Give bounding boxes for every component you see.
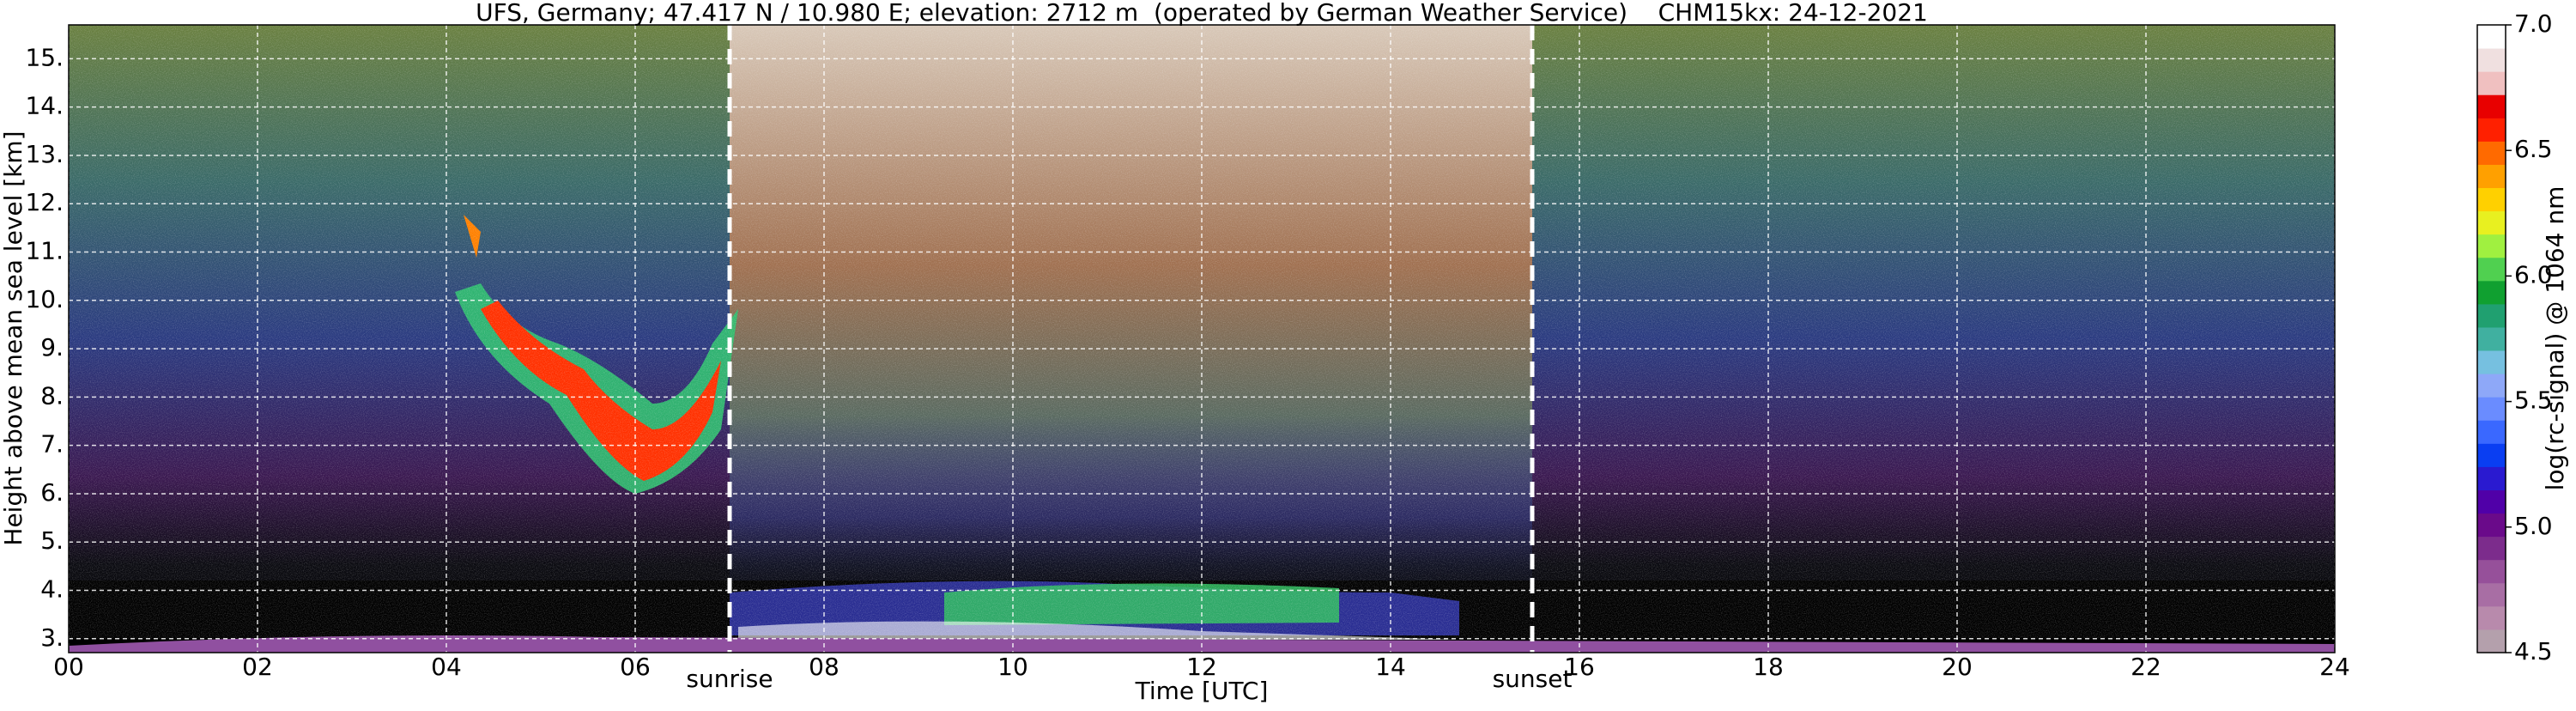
colorbar-segment — [2477, 420, 2506, 444]
colorbar-segment — [2477, 559, 2506, 584]
colorbar-segment — [2477, 629, 2506, 653]
x-tick-label: 22 — [2131, 653, 2161, 681]
y-tick-label: 7. — [40, 430, 64, 459]
y-axis-label: Height above mean sea level [km] — [0, 131, 27, 545]
y-tick-label: 10. — [25, 285, 64, 313]
colorbar-segment — [2477, 443, 2506, 467]
y-tick-label: 12. — [25, 188, 64, 216]
colorbar-segment — [2477, 71, 2506, 95]
chart-title: UFS, Germany; 47.417 N / 10.980 E; eleva… — [476, 0, 1928, 27]
colorbar-segment — [2477, 536, 2506, 561]
y-tick-label: 5. — [40, 526, 64, 555]
colorbar-segment — [2477, 582, 2506, 607]
y-tick-label: 3. — [40, 623, 64, 652]
colorbar-segment — [2477, 397, 2506, 421]
event-label: sunset — [1493, 665, 1573, 693]
colorbar-segment — [2477, 257, 2506, 282]
x-tick-label: 00 — [53, 653, 84, 681]
colorbar-segment — [2477, 118, 2506, 142]
colorbar-tick-label: 6.5 — [2514, 135, 2553, 163]
colorbar-segment — [2477, 303, 2506, 328]
colorbar: 4.5 5.0 5.5 6.0 6.5 7.0 — [2476, 9, 2553, 665]
colorbar-segment — [2477, 164, 2506, 189]
y-tick-label: 13. — [25, 140, 64, 168]
x-tick-label: 18 — [1753, 653, 1784, 681]
y-tick-label: 6. — [40, 478, 64, 507]
colorbar-segment — [2477, 280, 2506, 305]
x-tick-label: 20 — [1942, 653, 1973, 681]
colorbar-segment — [2477, 187, 2506, 212]
x-tick-label: 14 — [1375, 653, 1406, 681]
y-tick-label: 14. — [25, 92, 64, 120]
colorbar-segment — [2477, 48, 2506, 72]
colorbar-segment — [2477, 210, 2506, 235]
y-tick-label: 8. — [40, 381, 64, 410]
x-axis-label: Time [UTC] — [1135, 677, 1269, 705]
x-tick-label: 16 — [1564, 653, 1595, 681]
x-tick-label: 12 — [1186, 653, 1217, 681]
colorbar-segment — [2477, 513, 2506, 538]
colorbar-segment — [2477, 234, 2506, 258]
x-tick-label: 04 — [431, 653, 462, 681]
colorbar-segment — [2477, 374, 2506, 398]
colorbar-segment — [2477, 141, 2506, 165]
y-tick-label: 4. — [40, 575, 64, 604]
colorbar-tick-label: 5.5 — [2514, 386, 2553, 415]
event-label: sunrise — [686, 665, 773, 693]
x-tick-label: 24 — [2319, 653, 2350, 681]
colorbar-tick-label: 4.5 — [2514, 637, 2553, 665]
y-tick-label: 11. — [25, 237, 64, 265]
x-tick-label: 08 — [809, 653, 839, 681]
y-tick-label: 15. — [25, 43, 64, 71]
annotations: sunrise sunset — [686, 25, 1572, 693]
colorbar-label: log(rc-signal) @ 1064 nm — [2541, 186, 2569, 491]
colorbar-segment — [2477, 25, 2506, 49]
plot-frame — [68, 24, 2336, 653]
colorbar-frame — [2476, 24, 2506, 653]
colorbar-segment — [2477, 350, 2506, 374]
colorbar-segment — [2477, 326, 2506, 351]
colorbar-segment — [2477, 489, 2506, 514]
x-tick-label: 06 — [620, 653, 651, 681]
x-tick-label: 02 — [242, 653, 273, 681]
x-tick-label: 10 — [997, 653, 1028, 681]
colorbar-segment — [2477, 94, 2506, 118]
colorbar-segment — [2477, 605, 2506, 630]
colorbar-tick-label: 7.0 — [2514, 9, 2553, 38]
grid: 00 02 04 06 08 10 12 14 16 18 20 22 24 3. 4. 5. 6. 7. 8. 9.… — [25, 25, 2350, 681]
colorbar-tick-label: 6.0 — [2514, 260, 2553, 289]
y-tick-label: 9. — [40, 333, 64, 362]
colorbar-tick-label: 5.0 — [2514, 512, 2553, 540]
colorbar-segment — [2477, 466, 2506, 490]
